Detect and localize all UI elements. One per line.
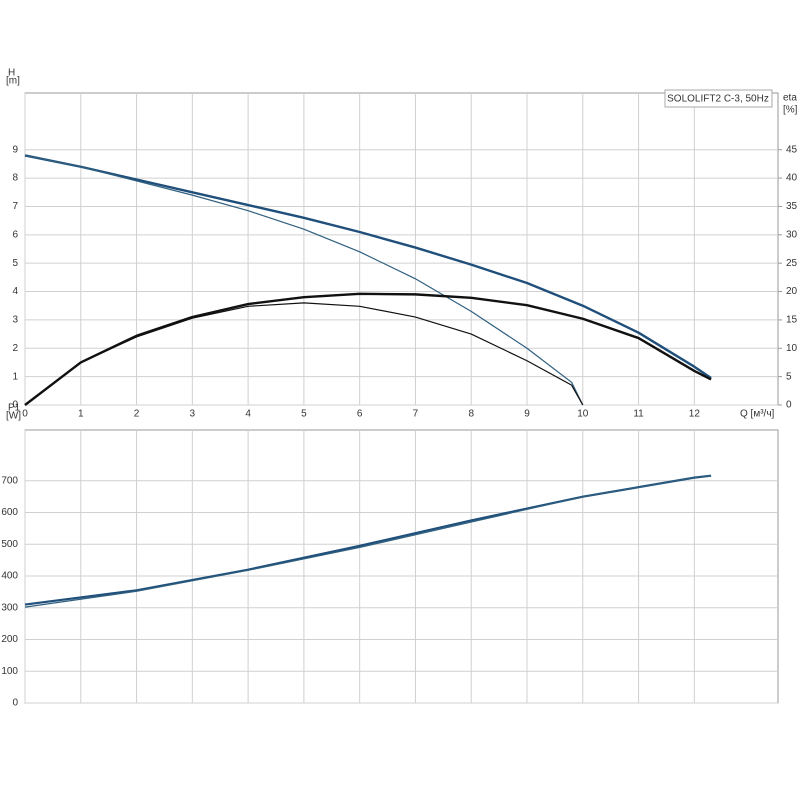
title-box: [664, 89, 773, 108]
x-tick-label: 1: [78, 409, 84, 420]
x-tick-label: 5: [301, 409, 307, 420]
plot-area: [24, 429, 779, 704]
curve: [24, 292, 712, 406]
x-tick-label: 7: [413, 409, 419, 420]
y-tick-label: 400: [1, 571, 18, 582]
y2-tick-label: 30: [786, 229, 798, 240]
y2-tick-label: 0: [786, 400, 792, 411]
x-tick-label: 11: [633, 409, 644, 420]
y-tick-label: 1: [12, 371, 18, 382]
x-tick-label: 12: [689, 409, 701, 420]
y2-tick-label: 40: [786, 173, 798, 184]
y-tick-label: 7: [12, 201, 18, 212]
x-tick-label: 2: [134, 409, 140, 420]
plot-area: [24, 92, 779, 406]
curve: [24, 475, 712, 608]
y-tick-label: 8: [12, 173, 18, 184]
y-tick-label: 0: [12, 698, 18, 709]
y-unit: [m]: [6, 76, 20, 87]
y-tick-label: 600: [1, 507, 18, 518]
curve: [24, 154, 712, 380]
x-label: Q [м³/ч]: [740, 409, 775, 420]
y2-tick-label: 20: [786, 286, 798, 297]
y-tick-label: 4: [12, 286, 18, 297]
y-tick-label: 0: [12, 400, 18, 411]
y-tick-label: 500: [1, 539, 18, 550]
y2-unit: [%]: [783, 105, 798, 116]
x-tick-label: 3: [190, 409, 196, 420]
y2-label: eta: [783, 93, 797, 104]
y-tick-label: 9: [12, 144, 18, 155]
x-tick-label: 4: [245, 409, 251, 420]
y-tick-label: 6: [12, 229, 18, 240]
y2-tick-label: 35: [786, 201, 798, 212]
y-label: P1: [8, 403, 21, 414]
curve: [24, 302, 584, 406]
y2-tick-label: 10: [786, 343, 798, 354]
y-tick-label: 300: [1, 602, 18, 613]
y-unit: [W]: [6, 411, 21, 422]
x-tick-label: 6: [357, 409, 363, 420]
y-tick-label: 700: [1, 475, 18, 486]
y2-tick-label: 45: [786, 144, 798, 155]
y-tick-label: 3: [12, 315, 18, 326]
y2-tick-label: 25: [786, 258, 798, 269]
y2-tick-label: 15: [786, 315, 798, 326]
y-tick-label: 100: [1, 666, 18, 677]
x-tick-label: 9: [524, 409, 530, 420]
y-tick-label: 200: [1, 634, 18, 645]
y-tick-label: 5: [12, 258, 18, 269]
x-tick-label: 0: [22, 409, 28, 420]
y2-tick-label: 5: [786, 371, 792, 382]
curve: [24, 154, 584, 406]
chart-title: SOLOLIFT2 C-3, 50Hz: [667, 94, 769, 105]
y-label: H: [8, 68, 15, 79]
x-tick-label: 8: [468, 409, 474, 420]
y-tick-label: 2: [12, 343, 18, 354]
x-tick-label: 10: [577, 409, 589, 420]
